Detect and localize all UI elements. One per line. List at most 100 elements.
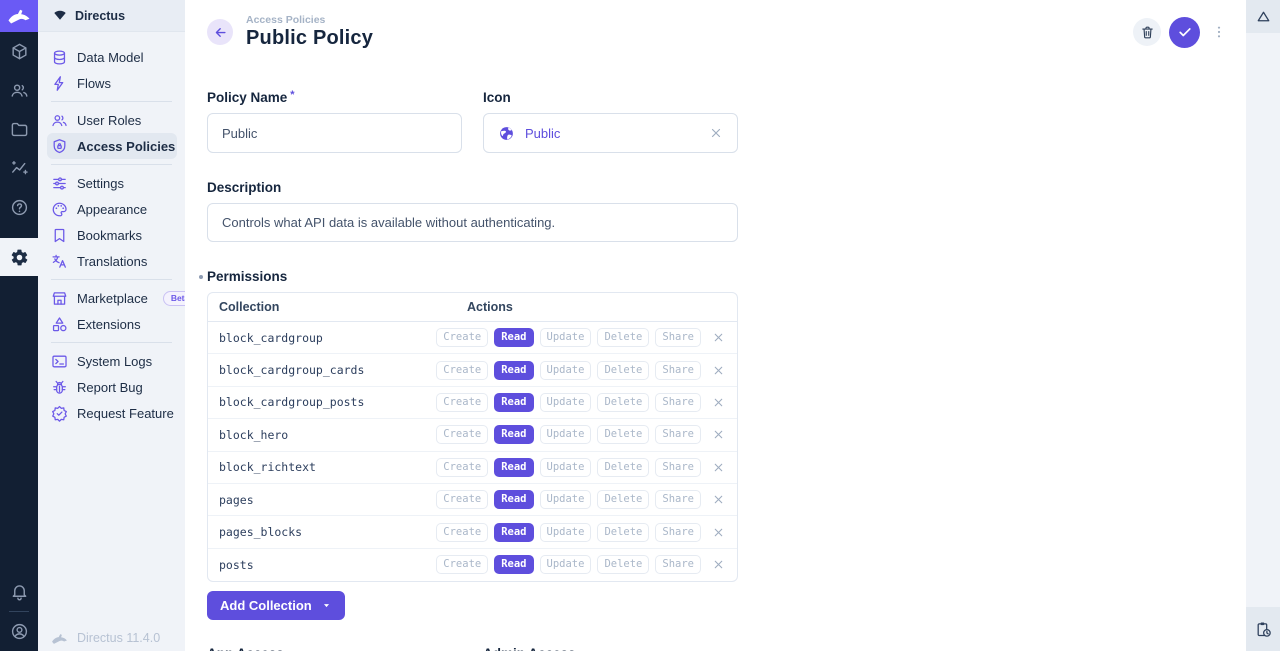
nav-divider bbox=[51, 279, 172, 280]
nav-item-label: Bookmarks bbox=[77, 227, 143, 243]
action-chip-update[interactable]: Update bbox=[539, 425, 592, 445]
collection-name: block_cardgroup_posts bbox=[219, 395, 365, 410]
action-chip-delete[interactable]: Delete bbox=[597, 490, 650, 510]
action-chip-update[interactable]: Update bbox=[539, 392, 592, 412]
action-chip-delete[interactable]: Delete bbox=[597, 425, 650, 445]
action-chip-share[interactable]: Share bbox=[655, 555, 701, 575]
action-chip-share[interactable]: Share bbox=[655, 457, 701, 477]
action-chip-delete[interactable]: Delete bbox=[597, 457, 650, 477]
action-chip-create[interactable]: Create bbox=[436, 555, 489, 575]
action-chip-update[interactable]: Update bbox=[539, 457, 592, 477]
nav-item-extensions[interactable]: Extensions bbox=[38, 311, 185, 337]
action-chip-read[interactable]: Read bbox=[494, 360, 534, 380]
icon-select[interactable]: Public bbox=[483, 113, 738, 153]
notifications-button[interactable] bbox=[0, 572, 38, 611]
nav-item-report-bug[interactable]: Report Bug bbox=[38, 374, 185, 400]
action-chip-delete[interactable]: Delete bbox=[597, 392, 650, 412]
description-input[interactable]: Controls what API data is available with… bbox=[207, 203, 738, 242]
action-chip-read[interactable]: Read bbox=[494, 328, 534, 348]
action-chip-delete[interactable]: Delete bbox=[597, 360, 650, 380]
action-chip-share[interactable]: Share bbox=[655, 522, 701, 542]
chevron-down-icon bbox=[321, 600, 332, 611]
shield-lock-icon bbox=[51, 138, 68, 155]
action-chip-create[interactable]: Create bbox=[436, 392, 489, 412]
action-chip-create[interactable]: Create bbox=[436, 360, 489, 380]
remove-row-icon[interactable] bbox=[712, 396, 725, 409]
action-chip-delete[interactable]: Delete bbox=[597, 555, 650, 575]
action-chip-create[interactable]: Create bbox=[436, 522, 489, 542]
action-chip-read[interactable]: Read bbox=[494, 490, 534, 510]
action-chip-read[interactable]: Read bbox=[494, 392, 534, 412]
action-chip-read[interactable]: Read bbox=[494, 522, 534, 542]
module-insights[interactable] bbox=[0, 149, 38, 188]
module-settings[interactable] bbox=[0, 238, 38, 276]
action-chip-delete[interactable]: Delete bbox=[597, 522, 650, 542]
remove-row-icon[interactable] bbox=[712, 331, 725, 344]
collection-name: pages_blocks bbox=[219, 525, 303, 540]
action-chip-update[interactable]: Update bbox=[539, 490, 592, 510]
admin-access-label: Admin Access bbox=[483, 646, 738, 651]
module-docs[interactable] bbox=[0, 188, 38, 227]
sidebar-section-activity[interactable] bbox=[1246, 0, 1280, 33]
policy-name-input[interactable] bbox=[207, 113, 462, 153]
delete-button[interactable] bbox=[1133, 18, 1161, 46]
more-options-button[interactable] bbox=[1210, 18, 1228, 46]
nav-item-system-logs[interactable]: System Logs bbox=[38, 348, 185, 374]
nav-item-translations[interactable]: Translations bbox=[38, 248, 185, 274]
action-chip-create[interactable]: Create bbox=[436, 328, 489, 348]
remove-row-icon[interactable] bbox=[712, 526, 725, 539]
policy-name-field: Policy Name * bbox=[207, 90, 462, 153]
action-chip-update[interactable]: Update bbox=[539, 360, 592, 380]
module-bar bbox=[0, 0, 38, 651]
back-button[interactable] bbox=[207, 19, 233, 45]
project-name: Directus bbox=[75, 8, 126, 23]
remove-row-icon[interactable] bbox=[712, 493, 725, 506]
nav-item-label: Access Policies bbox=[77, 138, 176, 154]
page-header: Access Policies Public Policy bbox=[185, 0, 1246, 64]
nav-item-settings[interactable]: Settings bbox=[38, 170, 185, 196]
action-chip-read[interactable]: Read bbox=[494, 555, 534, 575]
nav-item-flows[interactable]: Flows bbox=[38, 70, 185, 96]
action-chip-read[interactable]: Read bbox=[494, 425, 534, 445]
action-chip-share[interactable]: Share bbox=[655, 490, 701, 510]
breadcrumb[interactable]: Access Policies bbox=[246, 14, 326, 26]
permission-row: block_cardgroup_cards Create Read Update Del… bbox=[208, 354, 737, 387]
remove-row-icon[interactable] bbox=[712, 558, 725, 571]
remove-row-icon[interactable] bbox=[712, 461, 725, 474]
module-content[interactable] bbox=[0, 32, 38, 71]
nav-groups: Data Model Flows User Roles Access Policies… bbox=[38, 32, 198, 621]
account-button[interactable] bbox=[0, 612, 38, 651]
add-collection-button[interactable]: Add Collection bbox=[207, 591, 345, 621]
action-chip-create[interactable]: Create bbox=[436, 490, 489, 510]
action-chip-share[interactable]: Share bbox=[655, 328, 701, 348]
remove-row-icon[interactable] bbox=[712, 428, 725, 441]
clear-icon[interactable] bbox=[709, 126, 723, 140]
policy-name-label: Policy Name * bbox=[207, 89, 295, 106]
action-chip-share[interactable]: Share bbox=[655, 425, 701, 445]
sidebar-section-revisions[interactable] bbox=[1246, 607, 1280, 651]
nav-item-access-policies[interactable]: Access Policies bbox=[47, 133, 177, 159]
nav-item-bookmarks[interactable]: Bookmarks bbox=[38, 222, 185, 248]
action-chip-delete[interactable]: Delete bbox=[597, 328, 650, 348]
remove-row-icon[interactable] bbox=[712, 364, 725, 377]
action-chip-update[interactable]: Update bbox=[539, 522, 592, 542]
action-chip-read[interactable]: Read bbox=[494, 457, 534, 477]
action-chip-share[interactable]: Share bbox=[655, 392, 701, 412]
nav-item-marketplace[interactable]: Marketplace Beta bbox=[38, 285, 198, 311]
directus-logo[interactable] bbox=[0, 0, 38, 32]
module-users[interactable] bbox=[0, 71, 38, 110]
save-button[interactable] bbox=[1169, 16, 1200, 48]
nav-item-data-model[interactable]: Data Model bbox=[38, 44, 185, 70]
action-chip-update[interactable]: Update bbox=[539, 555, 592, 575]
nav-item-user-roles[interactable]: User Roles bbox=[38, 107, 185, 133]
nav-item-request-feature[interactable]: Request Feature bbox=[38, 400, 185, 426]
module-files[interactable] bbox=[0, 110, 38, 149]
project-bar[interactable]: Directus bbox=[38, 0, 185, 32]
action-chip-update[interactable]: Update bbox=[539, 328, 592, 348]
action-chip-create[interactable]: Create bbox=[436, 425, 489, 445]
nav-item-appearance[interactable]: Appearance bbox=[38, 196, 185, 222]
action-chip-create[interactable]: Create bbox=[436, 457, 489, 477]
translate-icon bbox=[51, 253, 68, 270]
action-chip-share[interactable]: Share bbox=[655, 360, 701, 380]
signal-icon bbox=[53, 9, 67, 23]
